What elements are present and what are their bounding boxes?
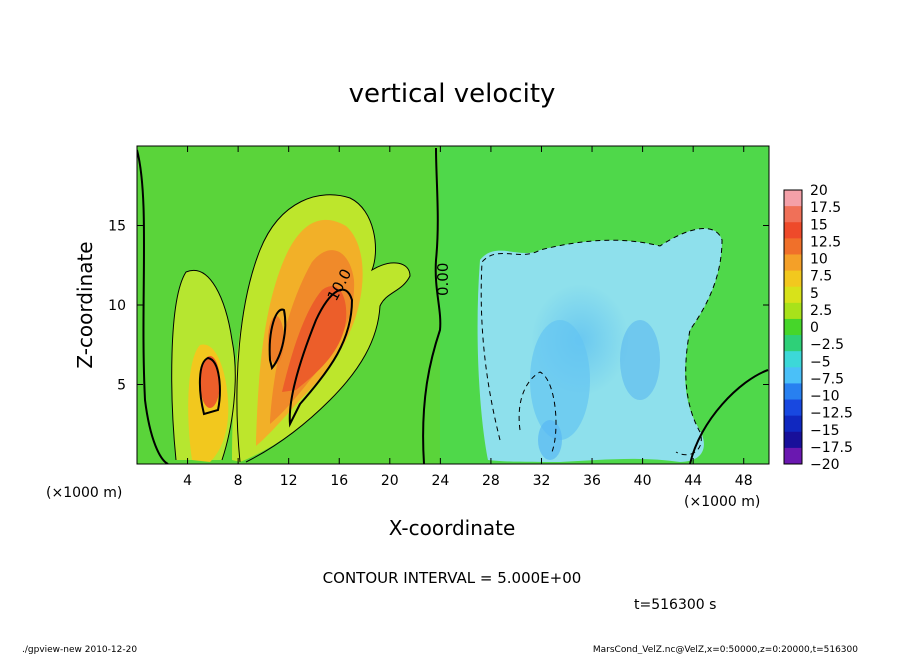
y-axis-ticks: 5 10 15	[108, 219, 769, 394]
colorbar-label: 15	[810, 217, 828, 233]
colorbar-label: −12.5	[810, 406, 853, 422]
colorbar-label: −15	[810, 423, 840, 439]
contour-positive-5-main	[236, 194, 411, 463]
contour-lines	[137, 147, 769, 464]
x-tick-label: 16	[330, 473, 348, 489]
colorbar-swatch	[784, 286, 802, 304]
contour-positive-10-small	[268, 308, 287, 371]
updraft-peak-main	[282, 286, 347, 392]
colorbar-swatch	[784, 302, 802, 320]
x-axis-ticks: 4 8 12 16 20 24 28 32 36 40 44 48	[183, 146, 753, 489]
colorbar-swatch	[784, 415, 802, 433]
chart-title: vertical velocity	[349, 79, 556, 109]
colorbar-swatch	[784, 351, 802, 368]
colorbar-swatch	[784, 431, 802, 449]
contour-negative-main	[480, 228, 723, 456]
colorbar-label: −2.5	[810, 337, 844, 353]
colorbar-label: 0	[810, 320, 819, 336]
heatmap-field: 10.0 0.00	[137, 146, 769, 464]
contour-boundary-left	[137, 149, 169, 464]
x-tick-label: 48	[735, 473, 753, 489]
x-tick-label: 40	[634, 473, 652, 489]
contour-positive-5-left	[171, 269, 236, 461]
x-tick-label: 44	[684, 473, 702, 489]
colorbar-label: 7.5	[810, 269, 832, 285]
footer-left: ./gpview-new 2010-12-20	[22, 645, 137, 654]
contour-boundary-right	[689, 369, 769, 464]
time-label: t=516300 s	[634, 597, 716, 613]
colorbar-swatch	[784, 222, 802, 239]
colorbar-frame	[783, 189, 803, 465]
downdraft-core3	[620, 320, 660, 400]
contour-label-0: 0.00	[434, 263, 452, 296]
colorbar-label: 20	[810, 183, 828, 199]
x-tick-label: 4	[183, 473, 192, 489]
x-unit-left: (×1000 m)	[46, 485, 122, 501]
colorbar-label: −10	[810, 389, 840, 405]
x-tick-label: 24	[431, 473, 449, 489]
colorbar-label: 12.5	[810, 234, 841, 250]
contour-positive-10-main	[288, 288, 354, 428]
x-unit-right: (×1000 m)	[684, 494, 760, 510]
zero-contour	[422, 147, 442, 464]
colorbar-label: −5	[810, 354, 831, 370]
colorbar-swatch	[784, 383, 802, 401]
x-tick-label: 12	[280, 473, 298, 489]
y-tick-label: 10	[108, 298, 126, 314]
colorbar-swatch	[784, 238, 802, 255]
contour-positive-10-left	[198, 356, 221, 416]
x-axis-label: X-coordinate	[389, 516, 516, 540]
x-tick-label: 36	[583, 473, 601, 489]
downdraft-core2	[530, 320, 590, 440]
x-tick-label: 32	[533, 473, 551, 489]
x-tick-label: 8	[234, 473, 243, 489]
downdraft-core4	[538, 420, 562, 460]
updraft-peak-left	[200, 356, 220, 408]
colorbar-swatch	[784, 270, 802, 288]
colorbar-swatch	[784, 206, 802, 223]
y-tick-label: 15	[108, 219, 126, 235]
footer-right: MarsCond_VelZ.nc@VelZ,x=0:50000,z=0:2000…	[593, 645, 858, 654]
colorbar-swatch	[784, 254, 802, 272]
colorbar-label: 10	[810, 252, 828, 268]
colorbar-swatch	[784, 399, 802, 417]
colorbar-swatch	[784, 190, 802, 207]
colorbar-swatch	[784, 318, 802, 336]
colorbar-label: 5	[810, 286, 819, 302]
colorbar-label: 17.5	[810, 200, 841, 216]
y-tick-label: 5	[117, 378, 126, 394]
x-tick-label: 28	[482, 473, 500, 489]
contour-negative-lower	[518, 371, 557, 453]
contour-interval: CONTOUR INTERVAL = 5.000E+00	[323, 569, 582, 587]
y-axis-label: Z-coordinate	[73, 241, 97, 368]
colorbar-label: −20	[810, 457, 840, 473]
colorbar-label: −17.5	[810, 440, 853, 456]
colorbar-label: −7.5	[810, 371, 844, 387]
colorbar-swatch	[784, 447, 802, 465]
colorbar-label: 2.5	[810, 303, 832, 319]
x-tick-label: 20	[381, 473, 399, 489]
colorbar-swatch	[784, 367, 802, 384]
colorbar-swatch	[784, 335, 802, 352]
